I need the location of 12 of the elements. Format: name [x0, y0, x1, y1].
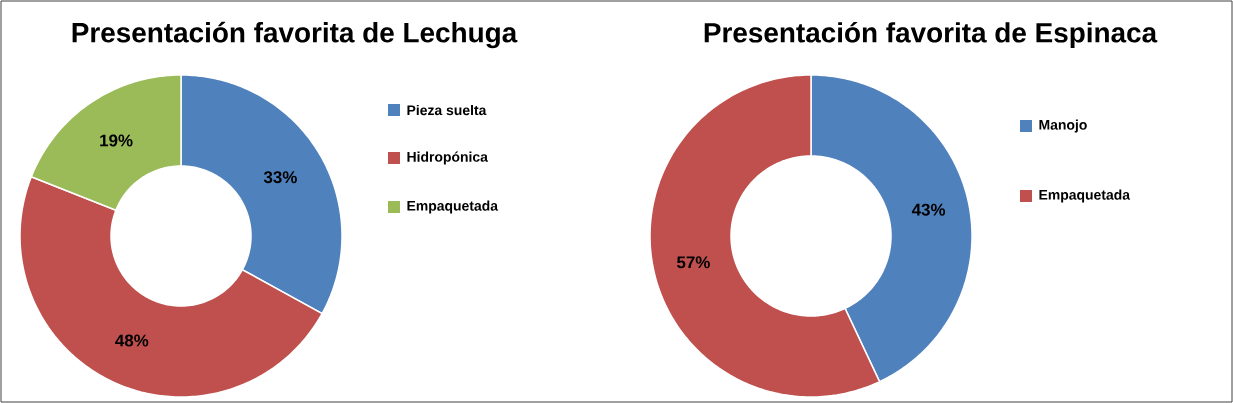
legend-label: Manojo — [1039, 119, 1087, 133]
data-label: 19% — [100, 134, 133, 147]
data-label: 57% — [676, 256, 710, 269]
legend-label: Empaquetada — [1039, 189, 1131, 203]
data-label: 43% — [911, 203, 946, 216]
data-label: 48% — [115, 334, 149, 347]
legend-label: Hidropónica — [407, 151, 488, 165]
chart-title: Presentación favorita de Lechuga — [72, 21, 518, 49]
legend-label: Empaquetada — [407, 200, 499, 214]
data-label: 33% — [263, 171, 297, 184]
legend-label: Pieza suelta — [407, 104, 487, 116]
chart-title: Presentación favorita de Espinaca — [704, 21, 1158, 49]
